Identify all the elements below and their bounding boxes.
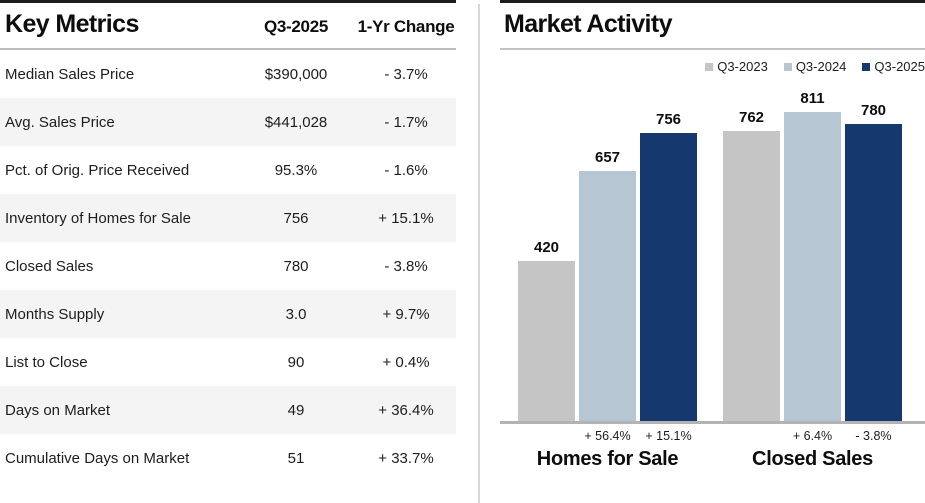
- table-row: Pct. of Orig. Price Received 95.3% - 1.6%: [0, 146, 456, 194]
- bar: 762: [723, 109, 780, 421]
- table-row: Avg. Sales Price $441,028 - 1.7%: [0, 98, 456, 146]
- row-change: + 0.4%: [382, 353, 430, 371]
- bar-group: 762 811 + 6.4% 780 - 3.8%: [723, 90, 902, 443]
- legend-label: Q3-2025: [874, 59, 925, 74]
- row-label: List to Close: [5, 353, 88, 371]
- row-label: Median Sales Price: [5, 65, 135, 83]
- key-metrics-panel: Key Metrics Q3-2025 1-Yr Change Median S…: [0, 0, 456, 482]
- row-value: 51: [287, 449, 305, 467]
- table-row: Months Supply 3.0 + 9.7%: [0, 290, 456, 338]
- bar-group: 420 657 + 56.4% 756 + 15.1%: [518, 111, 697, 443]
- row-change: + 33.7%: [378, 449, 434, 467]
- column-header-change: 1-Yr Change: [357, 17, 455, 36]
- key-metrics-title: Key Metrics: [5, 10, 139, 38]
- row-change: + 9.7%: [382, 305, 430, 323]
- bar-value-label: 811: [800, 90, 825, 107]
- table-row: Days on Market 49 + 36.4%: [0, 386, 456, 434]
- category-labels-row: Homes for Sale Closed Sales: [500, 448, 925, 488]
- legend-swatch: [862, 62, 871, 71]
- table-row: List to Close 90 + 0.4%: [0, 338, 456, 386]
- panel-divider: [478, 4, 480, 503]
- bar-change-label: + 6.4%: [792, 429, 833, 443]
- row-value: 49: [287, 401, 305, 419]
- key-metrics-header: Key Metrics Q3-2025 1-Yr Change: [0, 0, 456, 50]
- table-row: Inventory of Homes for Sale 756 + 15.1%: [0, 194, 456, 242]
- row-value: 780: [283, 257, 309, 275]
- row-change: + 36.4%: [378, 401, 434, 419]
- legend-item: Q3-2024: [783, 59, 847, 74]
- row-label: Inventory of Homes for Sale: [5, 209, 191, 227]
- row-label: Pct. of Orig. Price Received: [5, 161, 190, 179]
- bar-change-label: + 56.4%: [584, 429, 631, 443]
- bar-chart: 420 657 + 56.4% 756 + 15.1% 762 811 + 6.4% 780 - …: [500, 90, 925, 443]
- market-activity-title: Market Activity: [504, 10, 673, 38]
- row-label: Closed Sales: [5, 257, 94, 275]
- row-value: $441,028: [264, 113, 328, 131]
- row-value: 90: [287, 353, 305, 371]
- bar-value-label: 762: [738, 109, 765, 126]
- row-value: 3.0: [285, 305, 307, 323]
- legend-swatch: [783, 62, 792, 71]
- legend-label: Q3-2024: [795, 59, 847, 74]
- row-value: 95.3%: [274, 161, 318, 179]
- bar: 756 + 15.1%: [640, 111, 697, 443]
- row-change: + 15.1%: [378, 209, 434, 227]
- column-header-quarter: Q3-2025: [263, 17, 329, 36]
- bar-value-label: 657: [594, 149, 621, 166]
- key-metrics-rows: Median Sales Price $390,000 - 3.7% Avg. Sal…: [0, 50, 456, 482]
- row-change: - 3.7%: [384, 65, 428, 83]
- table-row: Closed Sales 780 - 3.8%: [0, 242, 456, 290]
- table-row: Median Sales Price $390,000 - 3.7%: [0, 50, 456, 98]
- bar: 420: [518, 239, 575, 421]
- row-label: Avg. Sales Price: [5, 113, 115, 131]
- row-change: - 1.6%: [384, 161, 428, 179]
- legend-item: Q3-2025: [862, 59, 925, 74]
- table-row: Cumulative Days on Market 51 + 33.7%: [0, 434, 456, 482]
- row-change: - 1.7%: [384, 113, 428, 131]
- legend-swatch: [705, 62, 714, 71]
- category-label: Homes for Sale: [536, 448, 679, 470]
- category-label: Closed Sales: [752, 448, 873, 470]
- chart-legend: Q3-2023 Q3-2024 Q3-2025: [500, 59, 925, 74]
- market-activity-header: Market Activity: [500, 0, 925, 50]
- legend-label: Q3-2023: [717, 59, 768, 74]
- bar-value-label: 756: [655, 111, 682, 128]
- row-change: - 3.8%: [384, 257, 428, 275]
- bar-change-label: + 15.1%: [645, 429, 692, 443]
- bar: 657 + 56.4%: [579, 149, 636, 443]
- row-value: $390,000: [264, 65, 328, 83]
- row-label: Months Supply: [5, 305, 105, 323]
- bar-change-label: - 3.8%: [855, 429, 892, 443]
- row-value: 756: [283, 209, 309, 227]
- bar-value-label: 420: [533, 239, 560, 256]
- row-label: Days on Market: [5, 401, 111, 419]
- bar: 780 - 3.8%: [845, 102, 902, 443]
- legend-item: Q3-2023: [705, 59, 768, 74]
- bar: 811 + 6.4%: [784, 90, 841, 443]
- row-label: Cumulative Days on Market: [5, 449, 190, 467]
- bar-value-label: 780: [860, 102, 887, 119]
- market-activity-panel: Market Activity Q3-2023 Q3-2024 Q3-2025 42…: [500, 0, 925, 488]
